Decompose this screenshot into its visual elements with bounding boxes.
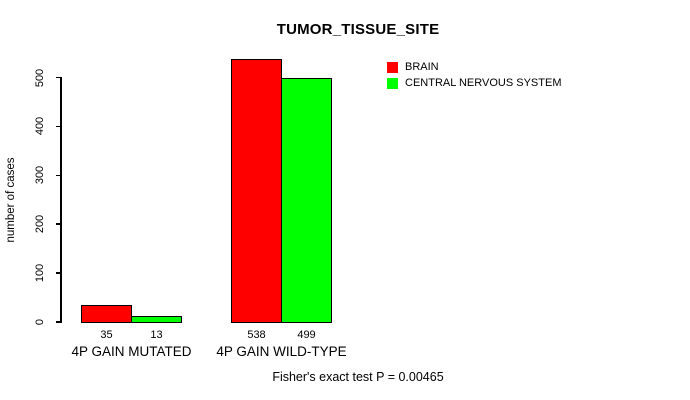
bar-value-label: 35 <box>100 329 113 341</box>
footnote-pvalue: Fisher's exact test P = 0.00465 <box>272 370 444 384</box>
y-tick-label: 100 <box>34 263 46 283</box>
y-tick-mark <box>55 272 62 274</box>
y-tick-mark <box>55 76 62 79</box>
y-axis-title: number of cases <box>5 156 17 243</box>
y-tick-label: 500 <box>34 68 46 87</box>
bar-value-label: 499 <box>297 329 316 341</box>
x-category-label-4p-gain-mutated: 4P GAIN MUTATED <box>71 343 192 359</box>
y-tick-mark <box>55 174 62 177</box>
y-tick-label: 0 <box>34 318 46 326</box>
x-category-label-4p-gain-wild-type: 4P GAIN WILD-TYPE <box>216 343 347 359</box>
y-tick-mark <box>55 321 62 323</box>
bar-central-nervous-system-4p-gain-wild-type <box>281 77 332 323</box>
y-tick-label: 300 <box>34 166 46 185</box>
y-tick-mark <box>55 125 62 128</box>
bar-value-label: 538 <box>247 329 266 341</box>
legend-item-brain: BRAIN <box>387 62 561 74</box>
bar-brain-4p-gain-mutated <box>81 304 132 323</box>
legend-label: BRAIN <box>405 61 439 74</box>
y-tick-mark <box>55 223 62 225</box>
bar-brain-4p-gain-wild-type <box>231 58 282 323</box>
y-tick-label: 400 <box>34 117 46 136</box>
chart-title: TUMOR_TISSUE_SITE <box>276 21 440 38</box>
legend-swatch-icon <box>387 77 398 89</box>
legend-item-central-nervous-system: CENTRAL NERVOUS SYSTEM <box>387 76 562 90</box>
y-axis-line <box>60 76 62 323</box>
bar-central-nervous-system-4p-gain-mutated <box>131 315 182 323</box>
legend-label: CENTRAL NERVOUS SYSTEM <box>405 76 562 89</box>
y-tick-label: 200 <box>34 215 46 234</box>
legend-swatch-icon <box>387 62 398 74</box>
legend: BRAIN CENTRAL NERVOUS SYSTEM <box>387 62 561 89</box>
bar-value-label: 13 <box>150 329 163 341</box>
